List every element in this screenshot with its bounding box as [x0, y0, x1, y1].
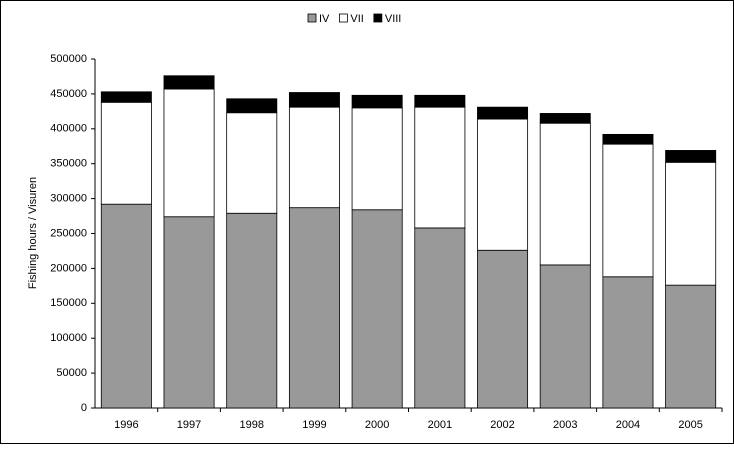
bar-segment: [602, 133, 654, 145]
bar-segment: [226, 212, 278, 409]
bar-segment: [226, 112, 278, 214]
bar-segment: [602, 143, 654, 278]
x-tick-label: 1997: [177, 419, 201, 431]
x-tick-label: 1998: [240, 419, 264, 431]
bar-segment: [288, 207, 340, 409]
y-tick-label: 400000: [50, 123, 87, 135]
y-tick-label: 250000: [50, 227, 87, 239]
y-tick-label: 200000: [50, 262, 87, 274]
bar-segment: [288, 106, 340, 209]
bar-segment: [539, 264, 591, 409]
legend-swatch: [373, 13, 383, 23]
bar-segment: [665, 150, 717, 163]
y-tick-label: 150000: [50, 297, 87, 309]
bar-segment: [602, 276, 654, 409]
y-tick-label: 0: [81, 402, 87, 414]
x-tick-label: 1999: [302, 419, 326, 431]
x-tick-label: 2005: [678, 419, 702, 431]
x-tick-label: 2003: [553, 419, 577, 431]
x-tick-label: 2000: [365, 419, 389, 431]
bar-segment: [288, 92, 340, 108]
bar-segment: [665, 161, 717, 286]
bar-segment: [100, 101, 152, 205]
legend-label: VIII: [385, 13, 402, 25]
bar-segment: [226, 98, 278, 114]
y-tick-label: 100000: [50, 332, 87, 344]
bar-segment: [665, 284, 717, 409]
x-tick-label: 1996: [114, 419, 138, 431]
bar-segment: [414, 227, 466, 409]
y-tick-label: 500000: [50, 53, 87, 65]
bar-segment: [351, 107, 403, 211]
bar-segment: [539, 122, 591, 266]
x-tick-label: 2002: [490, 419, 514, 431]
bar-segment: [163, 88, 215, 218]
y-tick-label: 350000: [50, 158, 87, 170]
bar-segment: [100, 91, 152, 103]
legend-label: IV: [319, 13, 330, 25]
legend-swatch: [339, 13, 348, 23]
y-tick-label: 50000: [56, 367, 87, 379]
x-tick-label: 2001: [428, 419, 452, 431]
y-tick-label: 450000: [50, 88, 87, 100]
bar-segment: [477, 118, 529, 251]
bar-segment: [100, 203, 152, 409]
y-tick-label: 300000: [50, 193, 87, 205]
y-axis-label: Fishing hours / Visuren: [27, 177, 39, 289]
legend-swatch: [307, 13, 317, 23]
x-tick-label: 2004: [616, 419, 640, 431]
bar-segment: [477, 106, 529, 120]
bar-segment: [477, 249, 529, 409]
bar-segment: [163, 75, 215, 90]
bar-segment: [539, 113, 591, 124]
bar-segment: [351, 209, 403, 409]
bar-segment: [414, 106, 466, 229]
bar-segment: [414, 94, 466, 108]
legend-label: VII: [350, 13, 363, 25]
bar-segment: [163, 216, 215, 409]
bar-segment: [351, 94, 403, 109]
